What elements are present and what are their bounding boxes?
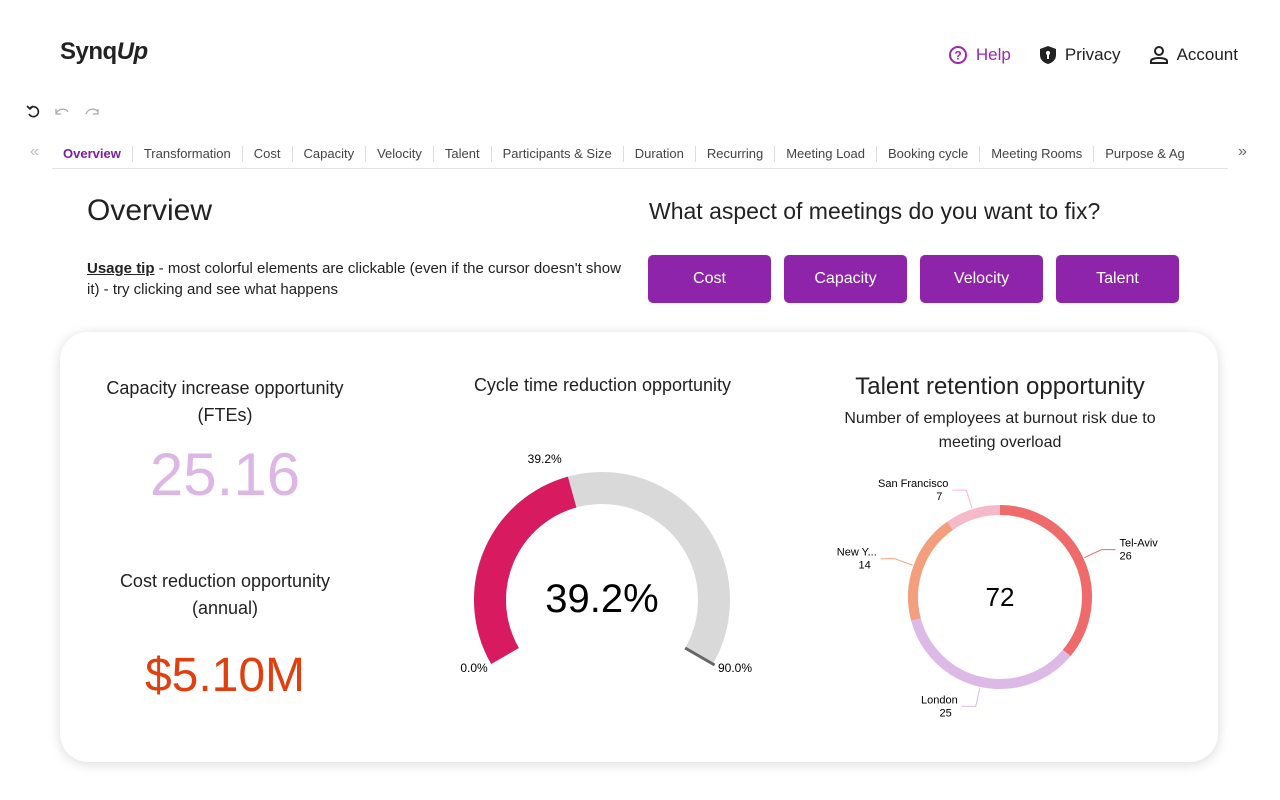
donut-subtitle: Number of employees at burnout risk due … — [844, 410, 1156, 451]
gauge-min-label: 0.0% — [460, 661, 488, 675]
fix-buttons: Cost Capacity Velocity Talent — [648, 255, 1179, 303]
logo-accent: Up — [116, 38, 149, 65]
leader-line — [1084, 549, 1116, 559]
nav-item[interactable]: Account — [1149, 45, 1238, 65]
logo[interactable]: SynqUp — [60, 38, 148, 66]
slice-value: 7 — [936, 491, 942, 503]
nav-label: Account — [1176, 45, 1238, 64]
card — [60, 332, 1218, 762]
slice-name: Tel-Aviv — [1120, 538, 1159, 550]
kpi-title: Capacity increase opportunity (FTEs) — [106, 378, 344, 425]
privacy-icon — [1039, 46, 1056, 64]
section-title: Overview — [87, 194, 213, 227]
donut-total: 72 — [986, 582, 1015, 612]
fix-button[interactable]: Capacity — [784, 255, 907, 303]
tab[interactable]: Purpose & Ag — [1093, 146, 1196, 162]
logo-text: Synq — [60, 38, 117, 65]
undo-icon[interactable] — [55, 108, 69, 115]
gauge-center-label: 39.2% — [545, 577, 658, 621]
tab[interactable]: Booking cycle — [875, 146, 979, 162]
tab[interactable]: Recurring — [694, 146, 774, 162]
gauge-title: Cycle time reduction opportunity — [473, 375, 732, 395]
help-icon: ? — [948, 46, 967, 64]
tab[interactable]: Velocity — [365, 146, 433, 162]
slice-value: 14 — [859, 560, 871, 572]
tab[interactable]: Transformation — [131, 146, 242, 162]
fix-button[interactable]: Velocity — [920, 255, 1043, 303]
donut-title: Talent retention opportunity — [855, 373, 1145, 400]
kpi-title: Cost reduction opportunity (annual) — [119, 571, 331, 618]
nav-label: Privacy — [1064, 45, 1121, 64]
gauge-max-tick — [684, 646, 716, 667]
leader-line — [952, 489, 973, 509]
donut-slice[interactable] — [908, 521, 954, 621]
gauge-value[interactable] — [474, 476, 577, 664]
tab[interactable]: Meeting Rooms — [979, 146, 1093, 162]
slice-value: 25 — [940, 707, 952, 719]
tab-bar: Overview Transformation Cost Capacity Veloci… — [52, 140, 1228, 169]
tabs-prev[interactable]: « — [30, 143, 39, 160]
tab[interactable]: Participants & Size — [490, 146, 623, 162]
fix-button[interactable]: Talent — [1056, 255, 1179, 303]
question: What aspect of meetings do you want to f… — [649, 198, 1101, 224]
tab[interactable]: Cost — [241, 146, 292, 162]
donut-slice[interactable] — [947, 505, 1001, 530]
donut-slice[interactable] — [999, 505, 1092, 657]
tabs-next[interactable]: » — [1238, 143, 1247, 160]
top-nav: ? Help Privacy Account — [948, 45, 1238, 65]
nav-item[interactable]: ? Help — [948, 45, 1011, 65]
tab[interactable]: Capacity — [291, 146, 366, 162]
leader-line — [961, 687, 981, 707]
slice-name: London — [921, 694, 958, 706]
slice-name: San Francisco — [878, 478, 948, 490]
history-controls — [26, 105, 99, 118]
tab[interactable]: Talent — [432, 146, 491, 162]
slice-name: New Y... — [837, 547, 877, 559]
svg-text:?: ? — [954, 49, 961, 63]
kpi-value: 25.16 — [149, 441, 301, 508]
fix-button[interactable]: Cost — [648, 255, 771, 303]
redo-icon[interactable] — [85, 108, 99, 115]
slice-value: 26 — [1120, 551, 1132, 563]
tab[interactable]: Duration — [622, 146, 695, 162]
leader-line — [880, 558, 913, 566]
gauge-value-label: 39.2% — [528, 452, 562, 466]
tab[interactable]: Overview — [63, 146, 121, 161]
nav-item[interactable]: Privacy — [1039, 45, 1121, 65]
tab[interactable]: Meeting Load — [774, 146, 876, 162]
kpi-value: $5.10M — [144, 649, 306, 702]
gauge-max-label: 90.0% — [718, 661, 752, 675]
tip-text: - most colorful elements are clickable (… — [87, 260, 621, 298]
account-icon — [1149, 46, 1168, 64]
nav-label: Help — [975, 45, 1011, 64]
donut-slice[interactable] — [911, 618, 1071, 689]
usage-tip: Usage tip - most colorful elements are c… — [87, 258, 627, 300]
tip-label: Usage tip — [87, 260, 155, 277]
